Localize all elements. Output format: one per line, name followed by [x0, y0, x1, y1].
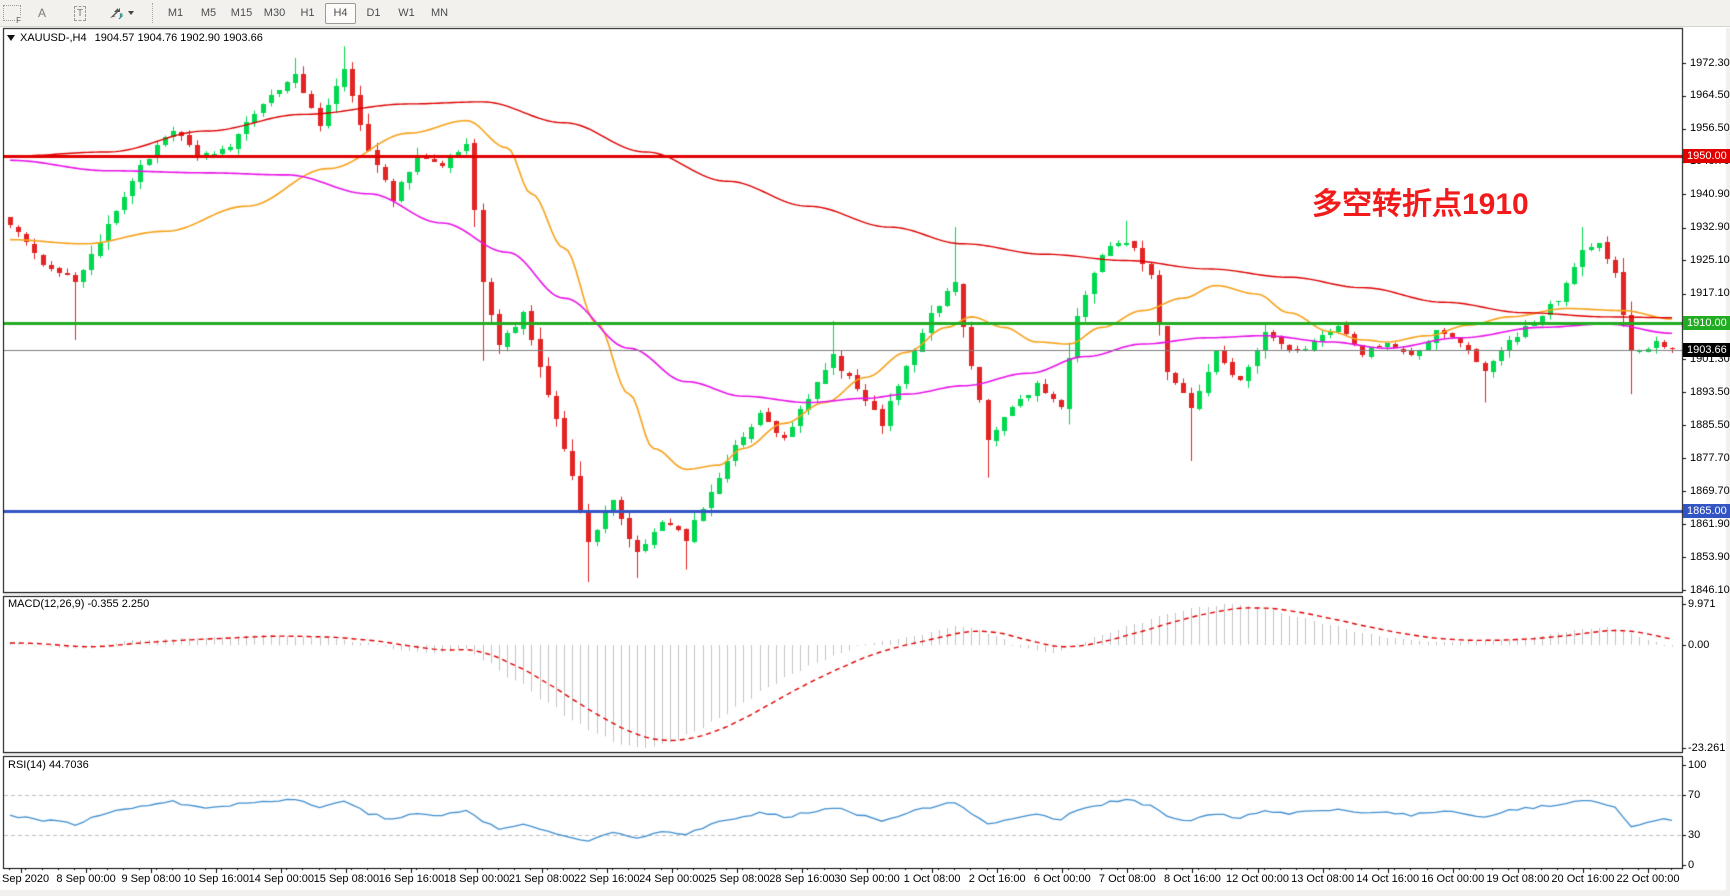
macd-scale-label: 9.971 [1688, 597, 1716, 610]
price-tick-label: 1893.50 [1690, 385, 1730, 398]
text-box-tool-button[interactable]: T [68, 3, 92, 24]
text-box-icon: T [74, 5, 86, 21]
time-axis-label: 14 Oct 16:00 [1356, 873, 1420, 885]
time-axis-label: 13 Oct 08:00 [1291, 873, 1355, 885]
price-level-badge: 1865.00 [1683, 504, 1730, 519]
time-axis-label: 14 Sep 00:00 [248, 873, 315, 885]
timeframe-button-h1[interactable]: H1 [292, 3, 323, 24]
ohlc-values: 1904.57 1904.76 1902.90 1903.66 [94, 32, 263, 44]
dropdown-caret-icon [128, 11, 134, 15]
price-tick-label: 1932.90 [1690, 221, 1730, 234]
time-axis-label: 30 Sep 00:00 [834, 873, 900, 885]
price-tick-label: 1885.50 [1690, 418, 1730, 431]
price-level-badge: 1910.00 [1683, 316, 1730, 331]
price-tick-label: 1925.10 [1690, 253, 1730, 266]
time-axis-label: 24 Sep 00:00 [639, 873, 705, 885]
timeframe-button-mn[interactable]: MN [424, 3, 455, 24]
price-tick-label: 1964.50 [1690, 89, 1730, 102]
time-axis-label: 28 Sep 16:00 [769, 873, 835, 885]
time-axis-label: 22 Sep 16:00 [573, 873, 640, 885]
macd-scale-label: -23.261 [1688, 741, 1726, 754]
time-axis-label: 1 Oct 08:00 [903, 873, 961, 885]
time-axis-label: 20 Oct 16:00 [1551, 873, 1615, 885]
price-level-badge: 1903.66 [1683, 342, 1730, 357]
toolbar-grip-icon[interactable]: F [3, 5, 22, 25]
toolbar: F A T M1 M5 M15 M30 H1 H4 D1 W1 MN [0, 0, 1730, 27]
time-axis-label: 18 Sep 00:00 [443, 873, 510, 885]
time-axis-label: 9 Sep 08:00 [121, 873, 181, 885]
time-axis-label: 4 Sep 2020 [0, 873, 50, 885]
time-axis-label: 16 Sep 16:00 [378, 873, 445, 885]
price-tick-label: 1940.90 [1690, 187, 1730, 200]
time-axis-label: 21 Sep 08:00 [508, 873, 575, 885]
price-tick-label: 1956.50 [1690, 122, 1730, 135]
rsi-scale-label: 100 [1688, 758, 1707, 771]
timeframe-button-h4[interactable]: H4 [325, 2, 356, 24]
time-axis-label: 22 Oct 00:00 [1616, 873, 1680, 885]
symbol-dropdown-icon [7, 35, 15, 41]
timeframe-buttons: M1 M5 M15 M30 H1 H4 D1 W1 MN [159, 2, 456, 24]
rsi-scale-label: 30 [1688, 828, 1701, 841]
price-tick-label: 1861.90 [1690, 517, 1730, 530]
timeframe-button-m30[interactable]: M30 [259, 3, 290, 24]
price-tick-label: 1877.70 [1690, 451, 1730, 464]
price-tick-label: 1869.70 [1690, 484, 1730, 497]
macd-indicator-label: MACD(12,26,9) -0.355 2.250 [8, 598, 150, 610]
price-tick-label: 1853.90 [1690, 550, 1730, 563]
rsi-scale-label: 70 [1688, 788, 1701, 801]
rsi-indicator-label: RSI(14) 44.7036 [8, 759, 89, 771]
chart-symbol-header[interactable]: XAUUSD-,H4 1904.57 1904.76 1902.90 1903.… [7, 32, 263, 44]
time-axis-label: 8 Sep 00:00 [56, 873, 116, 885]
toolbar-separator [152, 3, 153, 23]
double-arrow-icon [110, 8, 124, 20]
timeframe-button-m1[interactable]: M1 [160, 3, 191, 24]
macd-scale-label: 0.00 [1688, 638, 1710, 651]
time-axis-label: 8 Oct 16:00 [1164, 873, 1221, 885]
timeframe-button-w1[interactable]: W1 [391, 3, 422, 24]
price-tick-label: 1846.10 [1690, 583, 1730, 596]
price-level-badge: 1950.00 [1683, 149, 1730, 164]
time-axis-label: 16 Oct 00:00 [1421, 873, 1485, 885]
time-axis-label: 19 Oct 08:00 [1486, 873, 1550, 885]
time-axis-label: 10 Sep 16:00 [183, 873, 249, 885]
time-axis-label: 7 Oct 08:00 [1098, 873, 1156, 885]
chart-annotation-text[interactable]: 多空转折点1910 [1312, 188, 1529, 221]
symbol-label: XAUUSD-,H4 [20, 32, 87, 44]
price-tick-label: 1972.30 [1690, 56, 1730, 69]
time-axis-label: 2 Oct 16:00 [968, 873, 1026, 885]
timeframe-button-m15[interactable]: M15 [226, 3, 257, 24]
text-annotation-tool-button[interactable]: A [30, 3, 54, 24]
price-tick-label: 1917.10 [1690, 287, 1730, 299]
time-axis-label: 6 Oct 00:00 [1033, 873, 1091, 885]
time-axis-label: 12 Oct 00:00 [1226, 873, 1290, 885]
time-axis-label: 15 Sep 08:00 [313, 873, 380, 885]
rsi-scale-label: 0 [1688, 858, 1695, 871]
cursor-mode-button[interactable] [102, 5, 140, 21]
timeframe-button-d1[interactable]: D1 [358, 3, 389, 24]
timeframe-button-m5[interactable]: M5 [193, 3, 224, 24]
time-axis-label: 25 Sep 08:00 [704, 873, 770, 885]
